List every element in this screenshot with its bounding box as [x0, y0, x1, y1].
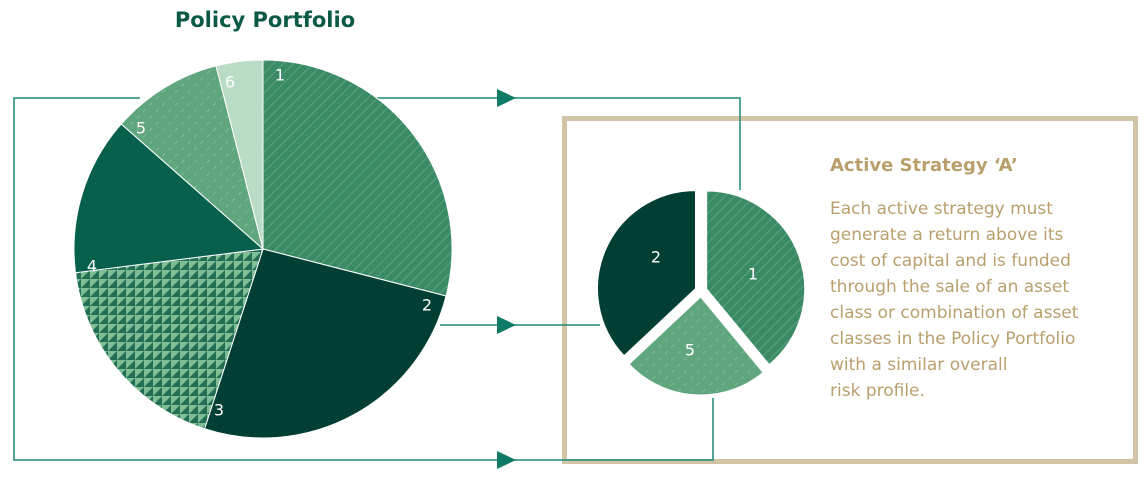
- connector-top: [13, 97, 714, 461]
- pie-slice-2: [203, 248, 447, 439]
- arrow-middle: [497, 316, 516, 334]
- slice-label-4: 4: [87, 257, 97, 276]
- pie-slice-2: [596, 190, 696, 357]
- active-strategy-pie: 1 5 2: [596, 190, 806, 396]
- arrow-bottom: [497, 451, 516, 469]
- pie-slice-3: [74, 248, 264, 430]
- slice-label-2: 2: [422, 296, 432, 315]
- connector-arrows: [497, 89, 516, 469]
- connector-lines: [13, 97, 741, 461]
- policy-portfolio-pie: 1 2 3 4 5 6: [73, 59, 453, 439]
- pie-slice-1: [262, 59, 453, 297]
- policy-portfolio-title: Policy Portfolio: [174, 8, 356, 32]
- slice-label-1: 1: [748, 265, 758, 284]
- pie-slice-5: [628, 296, 764, 396]
- slice-label-2: 2: [651, 248, 661, 267]
- pie-slice-4: [73, 123, 265, 274]
- slice-label-1: 1: [275, 66, 285, 85]
- connector-slice1: [372, 97, 741, 190]
- pie-slice-1: [706, 190, 806, 366]
- active-strategy-description: Each active strategy must generate a ret…: [830, 199, 1079, 401]
- slice-label-5: 5: [685, 341, 695, 360]
- active-strategy-title: Active Strategy ‘A’: [830, 155, 1018, 176]
- slice-label-6: 6: [225, 73, 235, 92]
- active-strategy-frame: [562, 116, 1138, 464]
- arrow-top: [497, 89, 516, 107]
- pie-slice-6: [215, 59, 264, 250]
- slice-label-5: 5: [136, 119, 146, 138]
- slice-label-3: 3: [214, 401, 224, 420]
